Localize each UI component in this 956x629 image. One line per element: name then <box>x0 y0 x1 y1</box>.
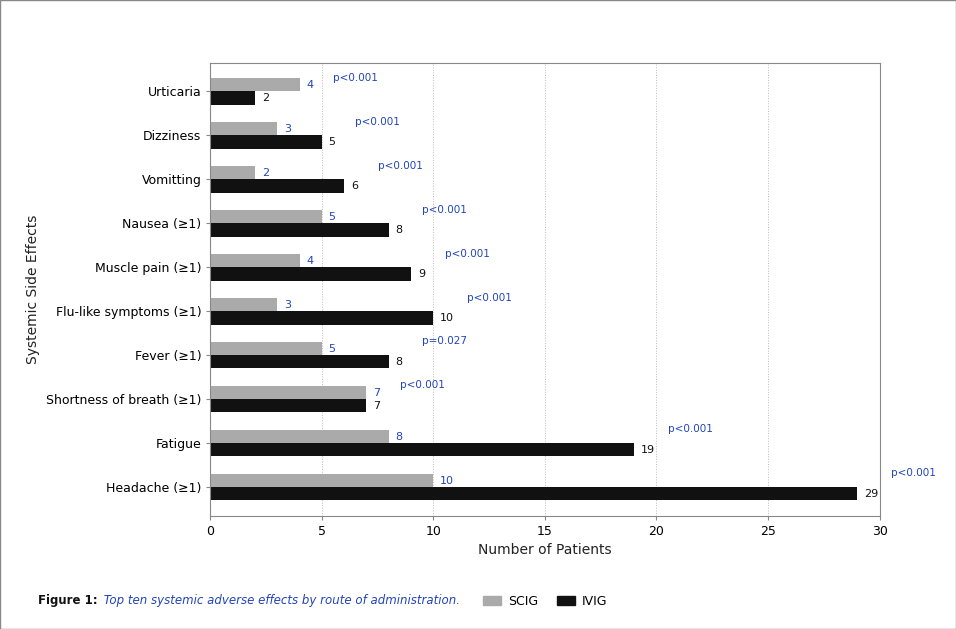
Bar <box>210 474 433 487</box>
Bar <box>210 342 322 355</box>
Text: 5: 5 <box>329 212 336 222</box>
Text: p<0.001: p<0.001 <box>333 73 378 82</box>
Text: p<0.001: p<0.001 <box>467 292 511 303</box>
Text: 2: 2 <box>262 93 269 103</box>
Bar <box>210 135 322 148</box>
Bar <box>210 179 344 192</box>
Text: 4: 4 <box>306 256 314 266</box>
Text: p<0.001: p<0.001 <box>423 204 467 214</box>
Text: 7: 7 <box>373 401 380 411</box>
Text: Top ten systemic adverse effects by route of administration.: Top ten systemic adverse effects by rout… <box>100 594 461 607</box>
Text: 2: 2 <box>262 168 269 178</box>
Bar <box>210 122 277 135</box>
Bar <box>210 267 411 281</box>
Text: 7: 7 <box>373 387 380 398</box>
Bar <box>210 298 277 311</box>
Text: 9: 9 <box>418 269 424 279</box>
Text: 8: 8 <box>396 357 402 367</box>
Bar <box>210 399 366 413</box>
Text: p<0.001: p<0.001 <box>356 116 401 126</box>
Bar <box>210 210 322 223</box>
Text: 3: 3 <box>284 124 291 134</box>
Bar <box>210 311 433 325</box>
Text: 5: 5 <box>329 343 336 353</box>
Text: p<0.001: p<0.001 <box>445 248 489 259</box>
Text: 8: 8 <box>396 225 402 235</box>
Text: 5: 5 <box>329 137 336 147</box>
Bar <box>210 430 389 443</box>
Text: 8: 8 <box>396 431 402 442</box>
Text: 4: 4 <box>306 80 314 90</box>
Text: 29: 29 <box>864 489 879 499</box>
Legend: SCIG, IVIG: SCIG, IVIG <box>478 590 612 613</box>
Text: 10: 10 <box>440 313 454 323</box>
Text: p=0.027: p=0.027 <box>423 337 467 347</box>
Y-axis label: Systemic Side Effects: Systemic Side Effects <box>27 214 40 364</box>
Bar <box>210 487 858 501</box>
Text: 10: 10 <box>440 476 454 486</box>
Text: Figure 1:: Figure 1: <box>38 594 98 607</box>
Bar <box>210 78 299 91</box>
Text: p<0.001: p<0.001 <box>400 381 445 391</box>
Text: 6: 6 <box>351 181 358 191</box>
Bar <box>210 443 634 457</box>
X-axis label: Number of Patients: Number of Patients <box>478 543 612 557</box>
Bar <box>210 166 255 179</box>
Bar <box>210 254 299 267</box>
Text: p<0.001: p<0.001 <box>378 160 423 170</box>
Bar <box>210 91 255 104</box>
Text: p<0.001: p<0.001 <box>891 469 936 479</box>
Text: p<0.001: p<0.001 <box>667 425 712 435</box>
Text: 19: 19 <box>641 445 655 455</box>
Text: 3: 3 <box>284 300 291 309</box>
Bar <box>210 223 389 237</box>
Bar <box>210 355 389 369</box>
Bar <box>210 386 366 399</box>
